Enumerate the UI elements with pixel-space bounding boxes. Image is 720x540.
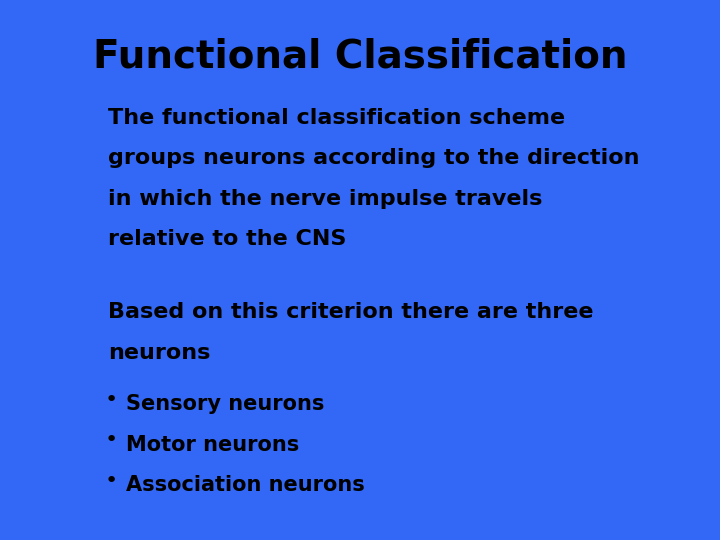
Text: relative to the CNS: relative to the CNS (108, 230, 346, 249)
Text: Association neurons: Association neurons (126, 475, 365, 495)
Text: Motor neurons: Motor neurons (126, 435, 300, 455)
Text: •: • (105, 430, 118, 450)
Text: groups neurons according to the direction: groups neurons according to the directio… (108, 148, 639, 168)
Text: •: • (105, 471, 118, 491)
Text: Based on this criterion there are three: Based on this criterion there are three (108, 302, 593, 322)
Text: neurons: neurons (108, 343, 210, 363)
Text: in which the nerve impulse travels: in which the nerve impulse travels (108, 189, 542, 209)
Text: Sensory neurons: Sensory neurons (126, 394, 325, 414)
Text: The functional classification scheme: The functional classification scheme (108, 108, 565, 128)
Text: Functional Classification: Functional Classification (93, 38, 627, 76)
Text: •: • (105, 390, 118, 410)
